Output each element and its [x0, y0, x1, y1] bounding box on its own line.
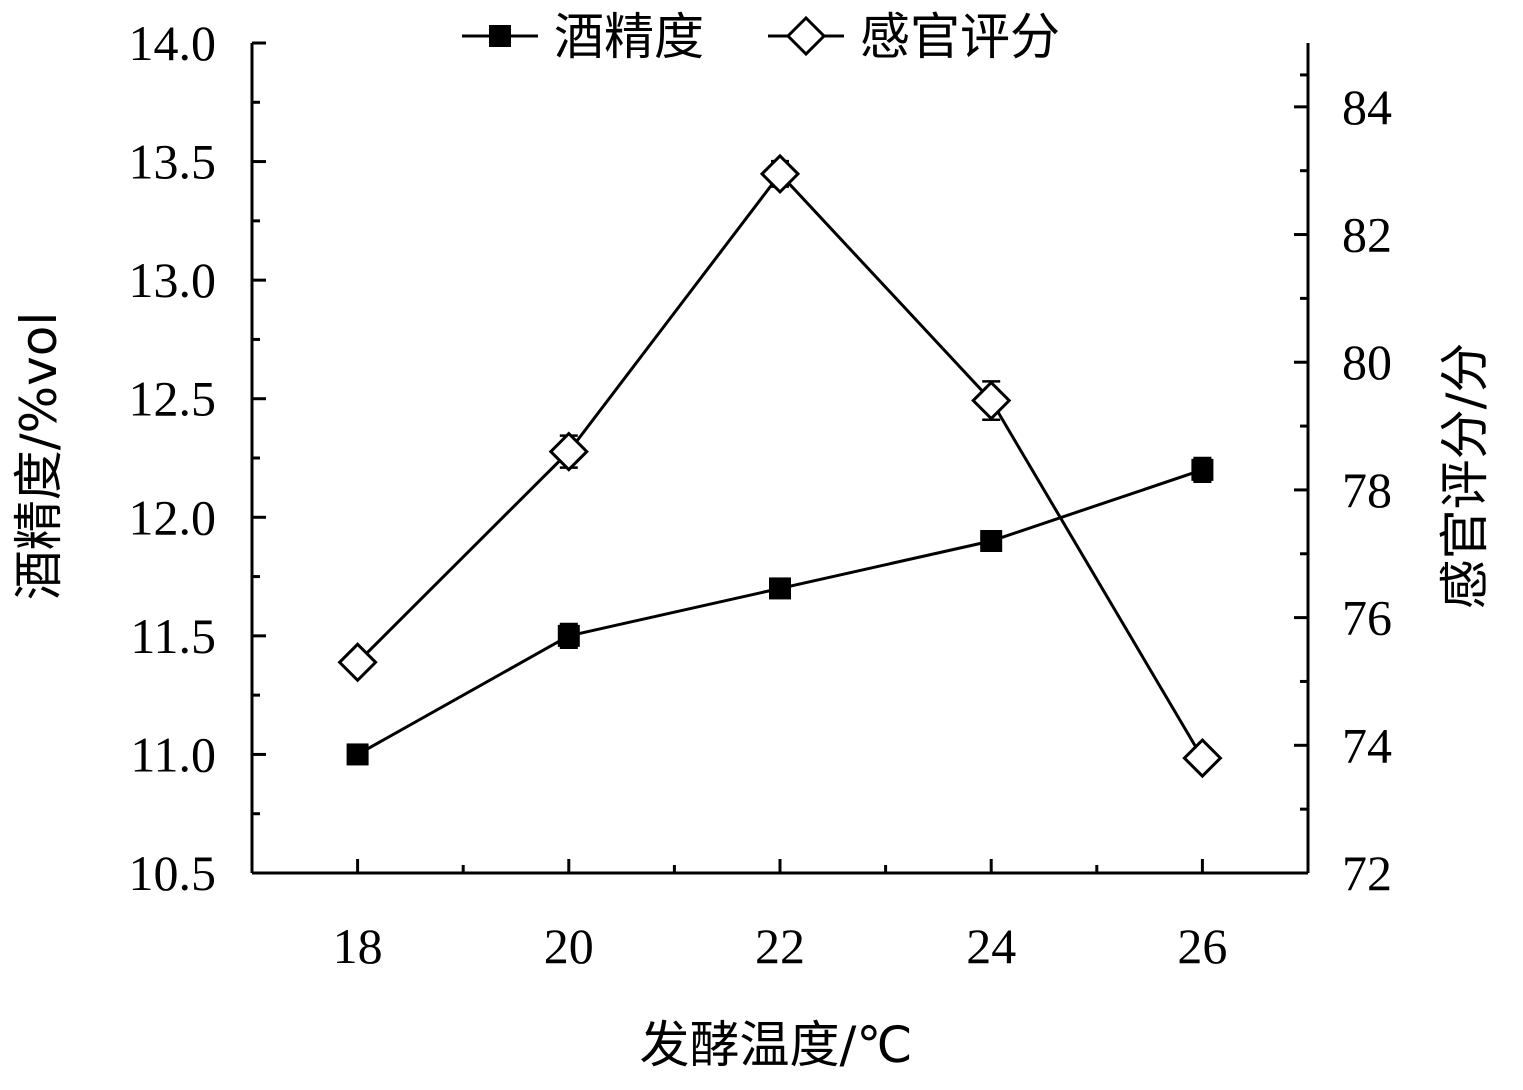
left-y-tick-label: 13.5	[129, 134, 217, 190]
data-point-square	[557, 624, 580, 647]
legend: 酒精度 感官评分	[462, 8, 1060, 66]
data-point-diamond	[785, 15, 827, 57]
data-point-square	[1191, 458, 1214, 481]
data-point-square	[489, 25, 511, 47]
left-y-tick-label: 10.5	[129, 845, 217, 901]
right-y-tick-label: 72	[1342, 845, 1392, 901]
right-y-tick-label: 80	[1342, 334, 1392, 390]
data-point-diamond	[759, 153, 801, 195]
legend-item: 酒精度	[462, 8, 704, 66]
right-y-tick-label: 78	[1342, 462, 1392, 518]
right-y-tick-label: 76	[1342, 590, 1392, 646]
x-tick-label: 20	[544, 918, 594, 974]
right-y-tick-label: 74	[1342, 717, 1392, 773]
data-point-square	[980, 530, 1003, 552]
left-y-tick-label: 12.5	[129, 371, 217, 427]
x-tick-label: 26	[1177, 918, 1227, 974]
left-y-tick-label: 13.0	[129, 252, 217, 308]
legend-label: 酒精度	[554, 8, 704, 66]
left-y-axis-title: 酒精度/%vol	[10, 312, 68, 600]
right-y-tick-label: 84	[1342, 79, 1392, 135]
data-point-diamond	[971, 380, 1012, 421]
data-point-diamond	[337, 642, 378, 683]
data-point-square	[769, 577, 791, 600]
series-sensory-score	[337, 153, 1223, 779]
series-line	[356, 171, 1204, 759]
left-y-tick-label: 12.0	[129, 489, 217, 545]
left-y-tick-label: 11.0	[130, 726, 216, 782]
x-tick-label: 18	[333, 918, 383, 974]
legend-item: 感官评分	[768, 8, 1060, 66]
legend-label: 感官评分	[860, 8, 1060, 66]
series-alcohol	[346, 456, 1214, 766]
left-y-tick-label: 14.0	[129, 15, 217, 71]
right-y-tick-label: 82	[1342, 207, 1392, 263]
left-y-tick-label: 11.5	[130, 608, 216, 664]
data-point-diamond	[548, 431, 589, 472]
data-point-diamond	[1182, 737, 1223, 779]
series-line	[356, 468, 1203, 756]
x-tick-label: 24	[966, 918, 1016, 974]
series-layer	[337, 153, 1223, 779]
x-axis-title: 发酵温度/℃	[640, 1016, 913, 1074]
x-tick-label: 22	[755, 918, 805, 974]
data-point-square	[346, 743, 369, 766]
axes: 10.5 11.0 11.5 12.0 12.5 13.0 13.5 14.0 72 74 76 78…	[129, 15, 1393, 974]
right-y-axis-title: 感官评分/分	[1436, 343, 1494, 610]
